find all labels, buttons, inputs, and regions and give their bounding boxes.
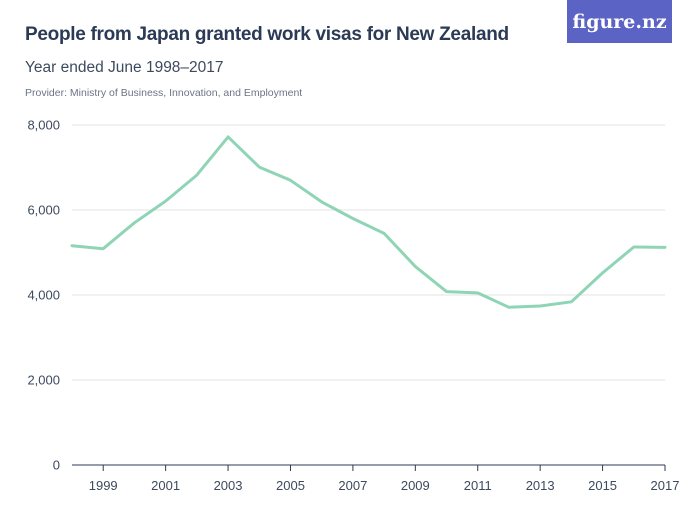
- x-tick-label: 2003: [214, 478, 243, 493]
- data-provider: Provider: Ministry of Business, Innovati…: [25, 87, 303, 99]
- y-tick-label: 8,000: [27, 118, 60, 133]
- x-tick-label: 2013: [526, 478, 555, 493]
- x-tick-label: 2005: [276, 478, 305, 493]
- x-tick-label: 2001: [151, 478, 180, 493]
- series-line-0: [70, 135, 667, 309]
- y-tick-label: 0: [53, 458, 60, 473]
- x-axis: 1999 2001 2003 2005 2007 2009 2011 2013 2015 2017: [72, 464, 680, 493]
- y-tick-label: 6,000: [27, 203, 60, 218]
- grid-lines: [72, 124, 665, 381]
- x-tick-label: 1999: [89, 478, 118, 493]
- y-tick-label: 2,000: [27, 373, 60, 388]
- figure-nz-logo[interactable]: figure.nz: [567, 0, 672, 43]
- series-layer: [70, 135, 667, 309]
- x-tick-label: 2007: [338, 478, 367, 493]
- chart-subtitle: Year ended June 1998–2017: [25, 59, 224, 76]
- x-tick-label: 2015: [588, 478, 617, 493]
- y-axis-labels: 0 2,000 4,000 6,000 8,000: [27, 118, 60, 473]
- x-tick-label: 2017: [651, 478, 680, 493]
- y-tick-label: 4,000: [27, 288, 60, 303]
- chart-title: People from Japan granted work visas for…: [25, 24, 509, 45]
- x-tick-label: 2009: [401, 478, 430, 493]
- x-tick-label: 2011: [464, 478, 492, 493]
